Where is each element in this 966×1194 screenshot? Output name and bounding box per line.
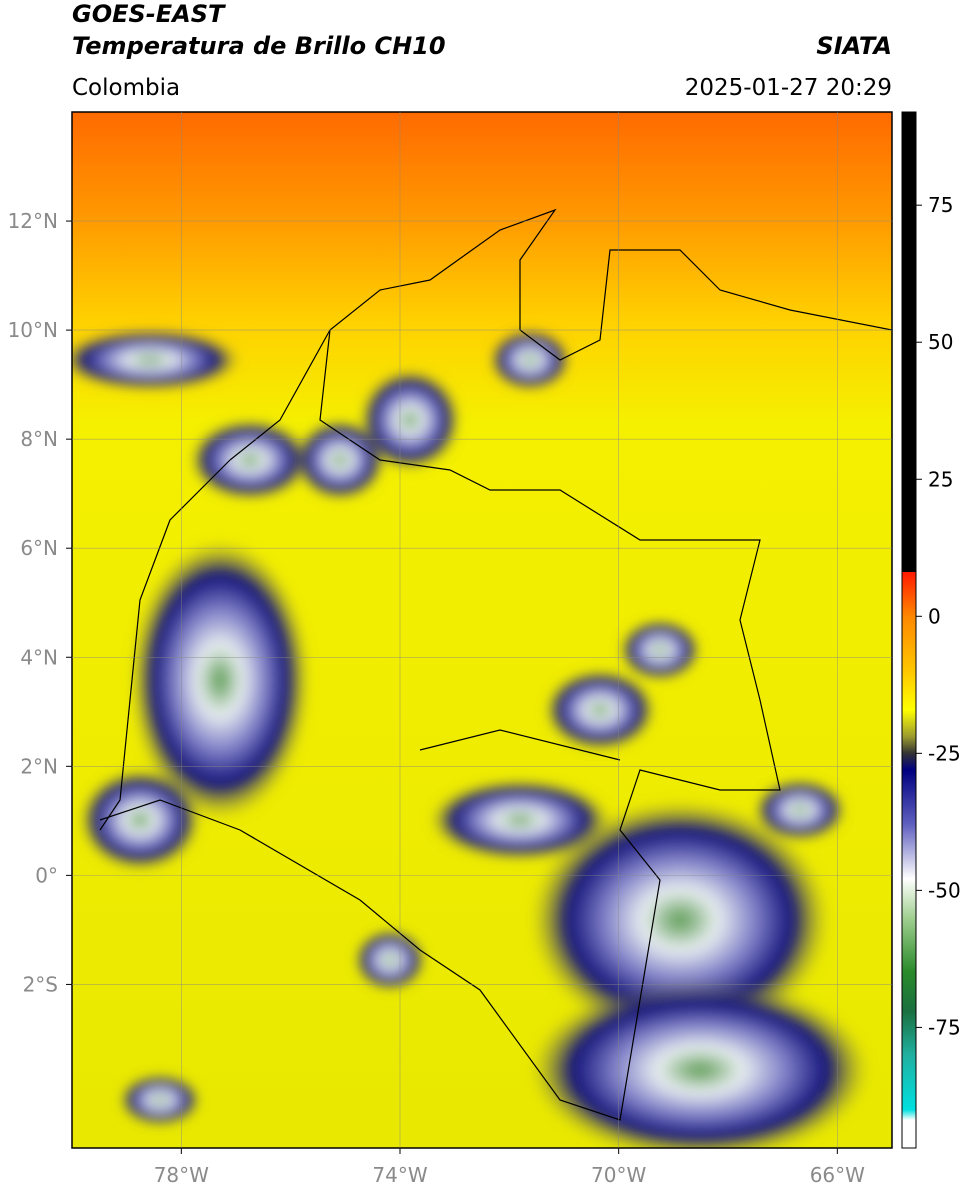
colorbar-tick-label: 0 (928, 604, 941, 628)
lon-tick-label: 74°W (372, 1163, 427, 1187)
map-frame (71, 111, 893, 1149)
region: Colombia (72, 75, 180, 101)
lon-tick-label: 70°W (591, 1163, 646, 1187)
source: SIATA (816, 32, 892, 60)
lat-tick-label: 2°S (23, 972, 58, 996)
lat-tick-label: 2°N (20, 754, 58, 778)
colorbar-tick-label: -75 (928, 1015, 961, 1039)
lat-tick-label: 12°N (8, 209, 58, 233)
borders (99, 208, 892, 1121)
colorbar-tick-label: -25 (928, 741, 961, 765)
lon-tick-label: 78°W (154, 1163, 209, 1187)
colorbar-tick-label: 50 (928, 330, 953, 354)
colorbar-tick-label: 25 (928, 467, 953, 491)
datetime: 2025-01-27 20:29 (685, 75, 892, 101)
colorbar (901, 111, 917, 1149)
colorbar-tick-label: 75 (928, 193, 953, 217)
clouds (72, 330, 870, 1148)
lat-tick-label: 8°N (20, 427, 58, 451)
map-image (72, 112, 892, 1148)
lon-tick-label: 66°W (810, 1163, 865, 1187)
lat-tick-label: 0° (35, 863, 58, 887)
lat-tick-label: 4°N (20, 645, 58, 669)
title: GOES-EAST (72, 0, 226, 28)
colorbar-tick-label: -50 (928, 878, 961, 902)
lat-tick-label: 10°N (8, 318, 58, 342)
lat-tick-label: 6°N (20, 536, 58, 560)
subtitle: Temperatura de Brillo CH10 (72, 32, 446, 60)
